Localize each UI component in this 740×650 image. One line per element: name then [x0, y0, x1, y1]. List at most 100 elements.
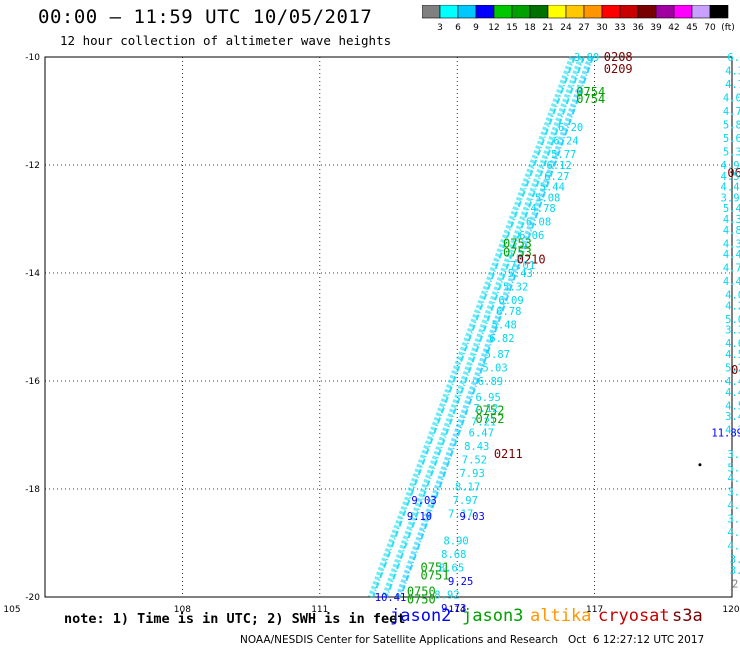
swh-value-label: 6.09 [498, 295, 523, 307]
swh-value-label: 7.21 [471, 417, 496, 429]
y-tick-label: -18 [25, 485, 40, 495]
swh-value-label: 5.07 [725, 314, 740, 326]
pass-label-jason3: 0751 [421, 560, 450, 574]
swh-value-label: 7.97 [453, 495, 478, 507]
swh-value-label: 2.40 [732, 579, 740, 591]
colorbar-label: 15 [506, 23, 517, 33]
swh-value-label: 4.04 [727, 473, 740, 485]
colorbar-label: 9 [473, 23, 479, 33]
swh-value-label: 4.33 [725, 425, 740, 437]
swh-value-label: 5.87 [485, 349, 510, 361]
pass-label-cryosat: 0208 [604, 50, 633, 64]
y-tick-label: -14 [25, 269, 40, 279]
swh-value-label: 4.58 [721, 171, 740, 183]
pass-label-jason3: 0754 [576, 85, 605, 99]
swh-value-label: 4.06 [725, 290, 740, 302]
swh-value-label: 4.35 [723, 214, 740, 226]
swh-value-label: 5.03 [482, 363, 507, 375]
swh-value-label: 4.40 [725, 376, 740, 388]
swh-value-label: 4.36 [725, 66, 740, 78]
swh-value-label: 4.75 [727, 527, 740, 539]
swh-value-label: 7.01 [510, 260, 535, 272]
swh-value-label: 4.28 [725, 300, 740, 312]
pass-label-cryosat: 062 [727, 166, 740, 180]
pass-label-cryosat: 0211 [494, 447, 523, 461]
swh-value-label: 5.30 [723, 147, 740, 159]
swh-value-label: 9.10 [407, 511, 432, 523]
dense-track-band [372, 56, 576, 598]
swh-value-label: 6.20 [558, 122, 583, 134]
swh-value-label: 4.54 [725, 400, 740, 412]
colorbar-label: 39 [650, 23, 662, 33]
y-tick-label: -20 [25, 593, 40, 603]
colorbar-label: 6 [455, 23, 461, 33]
swh-value-label: 6.95 [476, 392, 501, 404]
x-tick-label: 105 [3, 605, 20, 615]
swh-value-label: 8.90 [443, 535, 468, 547]
chart-title: 00:00 – 11:59 UTC 10/05/2017 [38, 6, 373, 28]
swh-value-label: 4.75 [723, 263, 740, 275]
swh-value-label: 4.74 [723, 106, 740, 118]
swh-value-label: 3.31 [725, 325, 740, 337]
legend-jason2: jason2 [390, 606, 452, 626]
swh-value-label: 6.89 [478, 376, 503, 388]
colorbar-label: 36 [632, 23, 644, 33]
legend-altika: altika [530, 606, 592, 626]
swh-value-label: 5.41 [723, 203, 740, 215]
colorbar-label: 24 [560, 23, 572, 33]
pass-label-jason3: 0754 [576, 92, 605, 106]
colorbar-label: 27 [578, 23, 589, 33]
x-tick-label: 114 [449, 605, 466, 615]
swh-value-label: 7.52 [462, 454, 487, 466]
colorbar-swatch [709, 5, 729, 19]
swh-value-label: 8.68 [441, 549, 466, 561]
swh-value-label: 9.03 [411, 495, 436, 507]
swh-value-label: 4.73 [725, 79, 740, 91]
swh-value-label: 4.49 [725, 387, 740, 399]
swh-value-label: 9.73 [441, 603, 466, 615]
swh-value-label: 3.94 [727, 449, 740, 461]
colorbar-label: 70 [704, 23, 716, 33]
pass-label-jason3: 0750 [407, 593, 436, 607]
swh-value-label: 6.42 [727, 52, 740, 64]
swh-value-label: 7.17 [448, 508, 473, 520]
footnote: note: 1) Time is in UTC; 2) SWH is in fe… [64, 611, 406, 627]
dense-track-band [381, 56, 584, 598]
swh-value-label: 3.89 [574, 52, 599, 64]
swh-value-label: 8.92 [434, 589, 459, 601]
dense-track-band [385, 56, 585, 598]
swh-value-label: 4.13 [727, 541, 740, 553]
swh-value-label: 9.25 [448, 576, 473, 588]
swh-value-label: 4.41 [723, 249, 740, 261]
swh-value-label: 6.78 [496, 306, 521, 318]
colorbar-label: 21 [542, 23, 553, 33]
swh-value-label: 4.78 [530, 203, 555, 215]
swh-value-label: 4.39 [723, 238, 740, 250]
colorbar-label: (ft) [721, 23, 735, 33]
swh-value-label: 6.08 [526, 217, 551, 229]
swh-value-label: 7.93 [459, 468, 484, 480]
swh-value-label: 3.96 [727, 487, 740, 499]
dense-track-band [399, 56, 594, 598]
swh-value-label: 5.77 [551, 149, 576, 161]
swh-value-label: 9.03 [459, 511, 484, 523]
swh-value-label: 11.89 [711, 427, 740, 439]
chart-subtitle: 12 hour collection of altimeter wave hei… [60, 33, 392, 48]
swh-value-label: 3.78 [727, 514, 740, 526]
swh-value-label: 4.96 [721, 160, 740, 172]
pass-label-jason3: 0752 [476, 404, 505, 418]
swh-value-label: 4.02 [723, 93, 740, 105]
colorbar-label: 18 [524, 23, 536, 33]
pass-label-jason3: 0750 [407, 585, 436, 599]
dense-track-band [395, 56, 593, 598]
swh-value-label: 4.42 [721, 182, 740, 194]
x-tick-label: 117 [586, 605, 603, 615]
x-tick-label: 108 [174, 605, 191, 615]
swh-value-label: 6.27 [544, 171, 569, 183]
credit-line: NOAA/NESDIS Center for Satellite Applica… [240, 634, 705, 646]
swh-value-label: 6.47 [469, 427, 494, 439]
x-tick-label: 120 [722, 605, 739, 615]
colorbar-label: 42 [668, 23, 679, 33]
pass-label-jason3: 0753 [503, 245, 532, 259]
